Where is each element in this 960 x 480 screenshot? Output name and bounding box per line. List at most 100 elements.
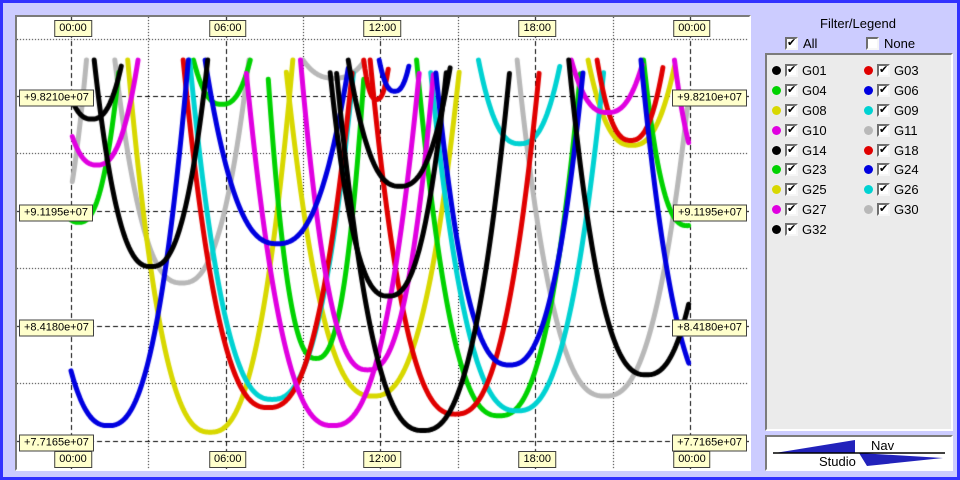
legend-item-G18: ✔ G18 (864, 140, 956, 160)
satellite-checkbox-G09[interactable]: ✔ (877, 103, 890, 117)
satellite-label-G01: G01 (802, 63, 827, 79)
legend-item-G23: ✔ G23 (772, 160, 864, 180)
satellite-checkbox-G10[interactable]: ✔ (785, 123, 798, 137)
satellite-checkbox-G06[interactable]: ✔ (877, 84, 890, 98)
filter-all-checkbox[interactable]: ✔ (785, 37, 798, 50)
satellite-grid: ✔ G01 ✔ G03 ✔ G04 ✔ G06 ✔ G08 ✔ G09 ✔ G10 ✔ G11 ✔ G14 ✔ G18… (772, 61, 951, 239)
legend-title: Filter/Legend (820, 16, 896, 31)
legend-item-G26: ✔ G26 (864, 180, 956, 200)
logo-text-nav: Nav (871, 438, 895, 453)
satellite-checkbox-G25[interactable]: ✔ (785, 183, 798, 197)
y-axis-label-left: +9.1195e+07 (19, 204, 94, 222)
satellite-label-G26: G26 (894, 182, 919, 198)
x-axis-label-top: 12:00 (363, 20, 402, 37)
satellite-label-G24: G24 (894, 162, 919, 178)
satellite-color-dot-G08 (772, 105, 781, 115)
satellite-color-dot-G30 (864, 204, 873, 214)
satellite-label-G14: G14 (802, 142, 827, 158)
satellite-checkbox-G32[interactable]: ✔ (785, 222, 798, 236)
satellite-label-G23: G23 (802, 162, 827, 178)
x-axis-label-top: 18:00 (518, 20, 556, 37)
range-chart-canvas[interactable] (17, 17, 749, 469)
legend-item-G11: ✔ G11 (864, 120, 956, 140)
satellite-color-dot-G03 (864, 66, 873, 76)
satellite-color-dot-G11 (864, 125, 873, 135)
satellite-color-dot-G06 (864, 86, 873, 96)
legend-item-G14: ✔ G14 (772, 140, 864, 160)
satellite-checkbox-G24[interactable]: ✔ (877, 163, 890, 177)
satellite-label-G06: G06 (894, 83, 919, 99)
satellite-checkbox-G14[interactable]: ✔ (785, 143, 798, 157)
logo-triangle-left (775, 440, 855, 453)
satellite-color-dot-G23 (772, 165, 781, 175)
legend-item-G24: ✔ G24 (864, 160, 956, 180)
satellite-color-dot-G14 (772, 145, 781, 155)
legend-item-G01: ✔ G01 (772, 61, 864, 81)
satellite-color-dot-G25 (772, 185, 781, 195)
x-axis-label-bottom: 00:00 (54, 451, 92, 468)
legend-item-G09: ✔ G09 (864, 101, 956, 121)
y-axis-label-right: +9.1195e+07 (672, 204, 747, 222)
satellite-color-dot-G32 (772, 224, 781, 234)
satellite-label-G10: G10 (802, 122, 827, 138)
y-axis-label-left: +9.8210e+07 (19, 89, 94, 107)
x-axis-label-bottom: 18:00 (518, 451, 556, 468)
legend-item-G08: ✔ G08 (772, 101, 864, 121)
legend-item-G32: ✔ G32 (772, 219, 864, 239)
satellite-checkbox-G03[interactable]: ✔ (877, 64, 890, 78)
logo-triangle-right (859, 453, 943, 466)
legend-item-G04: ✔ G04 (772, 81, 864, 101)
satellite-checkbox-G08[interactable]: ✔ (785, 103, 798, 117)
satellite-label-G25: G25 (802, 182, 827, 198)
x-axis-label-top: 06:00 (208, 20, 247, 37)
satellite-color-dot-G26 (864, 185, 873, 195)
satellite-label-G08: G08 (802, 102, 827, 118)
x-axis-label-bottom: 12:00 (363, 451, 402, 468)
satellite-color-dot-G18 (864, 145, 873, 155)
x-axis-label-top: 00:00 (54, 20, 92, 37)
satellite-label-G30: G30 (894, 201, 919, 217)
satellite-color-dot-G01 (772, 66, 781, 76)
satellite-checkbox-G23[interactable]: ✔ (785, 163, 798, 177)
satellite-label-G11: G11 (894, 122, 918, 138)
legend-item-G30: ✔ G30 (864, 200, 956, 220)
legend-item-G27: ✔ G27 (772, 200, 864, 220)
y-axis-label-right: +8.4180e+07 (672, 319, 747, 337)
filter-all-row: ✔ All (785, 36, 817, 51)
satellite-checkbox-G30[interactable]: ✔ (877, 202, 890, 216)
satellite-color-dot-G10 (772, 125, 781, 135)
x-axis-label-bottom: 00:00 (673, 451, 711, 468)
satellite-color-dot-G27 (772, 204, 781, 214)
range-chart-panel: 00:00 00:00 06:00 06:00 12:00 12:00 18:00 18:00… (15, 15, 751, 471)
satellite-checkbox-G01[interactable]: ✔ (785, 64, 798, 78)
satellite-label-G09: G09 (894, 102, 919, 118)
logo-text-studio: Studio (819, 454, 856, 469)
satellite-color-dot-G24 (864, 165, 873, 175)
filter-all-label: All (803, 36, 818, 51)
filter-none-checkbox[interactable] (866, 37, 879, 50)
satellite-checkbox-G11[interactable]: ✔ (877, 123, 890, 137)
x-axis-label-top: 00:00 (673, 20, 711, 37)
filter-none-row: None (866, 36, 915, 51)
logo-panel: Nav Studio (765, 435, 953, 471)
legend-item-G10: ✔ G10 (772, 120, 864, 140)
satellite-checkbox-G04[interactable]: ✔ (785, 84, 798, 98)
satellite-label-G03: G03 (894, 63, 919, 79)
satellite-checkbox-G18[interactable]: ✔ (877, 143, 890, 157)
legend-item-G06: ✔ G06 (864, 81, 956, 101)
y-axis-label-left: +7.7165e+07 (19, 434, 94, 452)
satellite-label-G32: G32 (802, 221, 827, 237)
nav-studio-logo: Nav Studio (773, 438, 945, 469)
satellite-label-G27: G27 (802, 201, 827, 217)
satellite-checkbox-G26[interactable]: ✔ (877, 183, 890, 197)
satellite-label-G18: G18 (894, 142, 919, 158)
filter-none-label: None (884, 36, 916, 51)
legend-item-G25: ✔ G25 (772, 180, 864, 200)
satellite-checkbox-G27[interactable]: ✔ (785, 202, 798, 216)
satellite-color-dot-G04 (772, 86, 781, 96)
y-axis-label-right: +9.8210e+07 (672, 89, 747, 107)
satellite-label-G04: G04 (802, 83, 827, 99)
legend-item-G03: ✔ G03 (864, 61, 956, 81)
satellite-color-dot-G09 (864, 105, 873, 115)
